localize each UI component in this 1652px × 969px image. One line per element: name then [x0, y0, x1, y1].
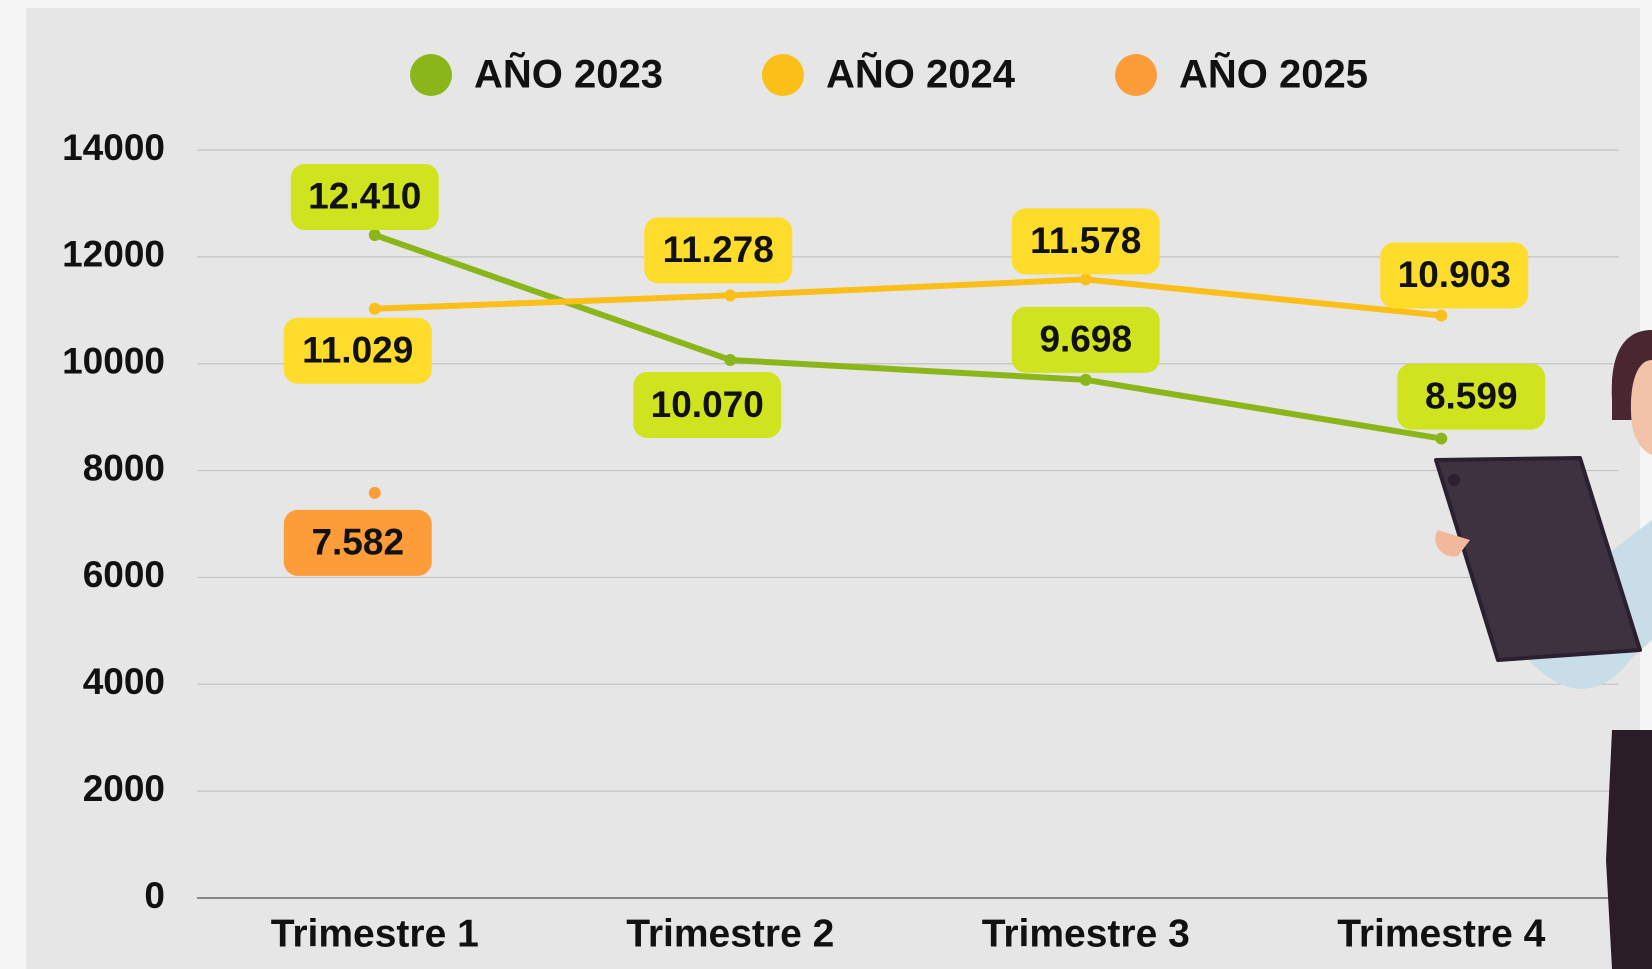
y-tick-label: 6000: [83, 554, 165, 595]
data-point: [368, 228, 381, 241]
plot: 0 2000 4000 6000 8000 10000 12000 14000 Trimestr…: [62, 51, 1619, 955]
data-label: 12.410: [308, 176, 421, 217]
legend-label: AÑO 2023: [474, 51, 663, 97]
x-tick-label: Trimestre 4: [1337, 912, 1545, 955]
data-label: 10.903: [1398, 254, 1511, 295]
y-tick-label: 10000: [62, 340, 165, 381]
chart-panel: [26, 8, 1640, 969]
legend-marker: [410, 54, 452, 96]
data-label: 11.578: [1030, 220, 1141, 261]
legend-marker: [762, 54, 804, 96]
data-point: [1435, 432, 1448, 445]
series-line: [374, 276, 1442, 319]
legend-label: AÑO 2024: [826, 51, 1016, 97]
data-label-box: [1380, 242, 1529, 309]
data-label-box: [290, 163, 439, 230]
data-label-box: [1397, 363, 1546, 430]
y-tick-label: 4000: [83, 661, 165, 702]
data-label: 8.599: [1425, 375, 1518, 416]
data-label-box: [283, 317, 432, 384]
data-point: [724, 353, 737, 366]
data-label-box: [283, 509, 432, 576]
data-point: [368, 302, 381, 315]
x-tick-label: Trimestre 3: [982, 912, 1190, 955]
y-tick-label: 2000: [83, 768, 165, 809]
data-point: [368, 486, 381, 499]
data-label-box: [1011, 208, 1160, 275]
series-line: [373, 232, 1442, 442]
data-label-box: [633, 371, 782, 438]
data-label: 11.029: [302, 330, 413, 371]
data-label: 11.278: [663, 229, 774, 270]
y-tick-label: 12000: [62, 234, 165, 275]
y-tick-label: 14000: [62, 127, 165, 168]
data-point: [1079, 273, 1092, 286]
y-tick-label: 0: [144, 875, 165, 916]
data-label: 10.070: [651, 384, 764, 425]
legend-label: AÑO 2025: [1179, 51, 1368, 97]
legend-marker: [1115, 54, 1157, 96]
y-tick-label: 8000: [83, 447, 165, 488]
illustration: [1434, 330, 1652, 969]
data-point: [1435, 309, 1448, 322]
data-label-box: [644, 217, 793, 284]
data-point: [1079, 373, 1092, 386]
data-label-box: [1011, 306, 1160, 373]
data-label: 9.698: [1039, 319, 1132, 360]
x-tick-label: Trimestre 1: [271, 912, 479, 955]
data-label: 7.582: [311, 522, 404, 563]
x-tick-label: Trimestre 2: [626, 912, 834, 955]
data-point: [724, 289, 737, 302]
